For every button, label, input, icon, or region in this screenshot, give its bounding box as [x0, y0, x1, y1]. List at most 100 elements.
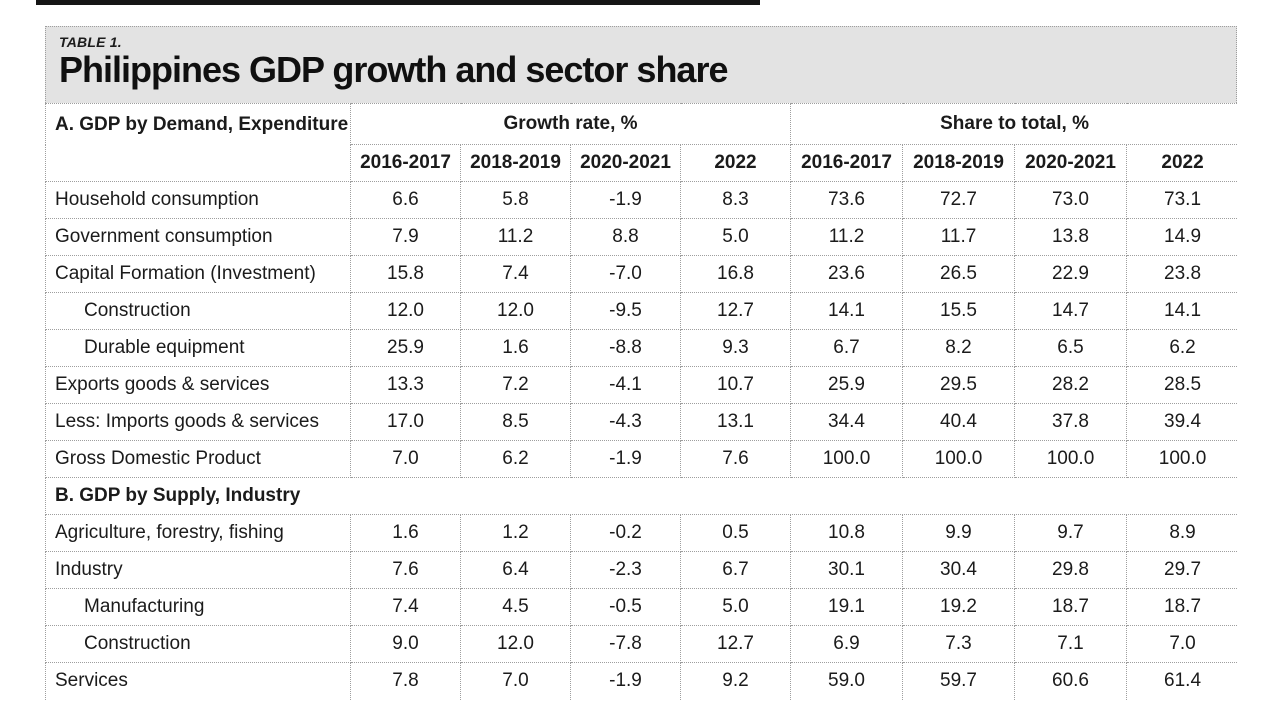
value-cell: -4.1 — [570, 366, 681, 404]
table-row: Durable equipment 25.9 1.6 -8.8 9.3 6.7 8.2 6.5… — [45, 329, 1237, 367]
table-row: Agriculture, forestry, fishing 1.6 1.2 -0.2… — [45, 514, 1237, 552]
value-cell: 19.2 — [902, 588, 1016, 626]
table-row: Capital Formation (Investment) 15.8 7.4 -7.… — [45, 255, 1237, 293]
value-cell: 29.5 — [902, 366, 1016, 404]
value-cell: 12.0 — [460, 292, 571, 330]
value-cell: 1.2 — [460, 514, 571, 552]
row-label-cell: Household consumption — [45, 181, 351, 219]
value-cell: 11.2 — [460, 218, 571, 256]
value-cell: 7.0 — [460, 662, 571, 700]
value-cell: -0.2 — [570, 514, 681, 552]
value-cell: 30.1 — [790, 551, 904, 589]
value-cell: 100.0 — [1014, 440, 1128, 478]
value-cell: 1.6 — [350, 514, 461, 552]
infographic: TABLE 1. Philippines GDP growth and sect… — [45, 26, 1237, 703]
table-row: Less: Imports goods & services 17.0 8.5 -4.… — [45, 403, 1237, 441]
value-cell: 7.1 — [1014, 625, 1128, 663]
value-cell: 61.4 — [1126, 662, 1237, 700]
value-cell: -7.0 — [570, 255, 681, 293]
value-cell: 59.7 — [902, 662, 1016, 700]
year-header-cell: 2018-2019 — [902, 144, 1016, 182]
table-row: Construction 9.0 12.0 -7.8 12.7 6.9 7.3 7.1 7.0 — [45, 625, 1237, 663]
value-cell: 7.4 — [460, 255, 571, 293]
table-row: Services 7.8 7.0 -1.9 9.2 59.0 59.7 60.6 61.4 — [45, 662, 1237, 700]
value-cell: 13.1 — [679, 403, 792, 441]
value-cell: 13.8 — [1014, 218, 1128, 256]
value-cell: 28.5 — [1126, 366, 1237, 404]
value-cell: 6.4 — [460, 551, 571, 589]
value-cell: 13.3 — [350, 366, 461, 404]
value-cell: 8.5 — [460, 403, 571, 441]
value-cell: 9.2 — [679, 662, 792, 700]
value-cell: 6.9 — [790, 625, 904, 663]
row-label-cell: Durable equipment — [45, 329, 351, 367]
table-head: A. GDP by Demand, Expenditure Growth rat… — [45, 103, 1237, 182]
value-cell: 22.9 — [1014, 255, 1128, 293]
value-cell: 7.4 — [350, 588, 461, 626]
value-cell: 60.6 — [1014, 662, 1128, 700]
value-cell: 5.0 — [679, 588, 792, 626]
value-cell: 23.6 — [790, 255, 904, 293]
table-row: Household consumption 6.6 5.8 -1.9 8.3 73.6 72… — [45, 181, 1237, 219]
value-cell: 8.2 — [902, 329, 1016, 367]
value-cell: -2.3 — [570, 551, 681, 589]
top-rule — [36, 0, 760, 5]
value-cell: 4.5 — [460, 588, 571, 626]
table-body: Household consumption 6.6 5.8 -1.9 8.3 73.6 72… — [45, 181, 1237, 700]
value-cell: 12.7 — [679, 292, 792, 330]
value-cell: -8.8 — [570, 329, 681, 367]
year-header-cell: 2018-2019 — [460, 144, 571, 182]
row-label-cell: Manufacturing — [45, 588, 351, 626]
value-cell: 10.8 — [790, 514, 904, 552]
value-cell: 18.7 — [1014, 588, 1128, 626]
value-cell: -0.5 — [570, 588, 681, 626]
value-cell: 9.9 — [902, 514, 1016, 552]
section-header-row: B. GDP by Supply, Industry — [45, 477, 1237, 515]
value-cell: 39.4 — [1126, 403, 1237, 441]
value-cell: 25.9 — [350, 329, 461, 367]
table-row: Gross Domestic Product 7.0 6.2 -1.9 7.6 100.0… — [45, 440, 1237, 478]
value-cell: 14.9 — [1126, 218, 1237, 256]
value-cell: 100.0 — [790, 440, 904, 478]
value-cell: 9.0 — [350, 625, 461, 663]
value-cell: 14.7 — [1014, 292, 1128, 330]
value-cell: -4.3 — [570, 403, 681, 441]
table-kicker: TABLE 1. — [59, 34, 122, 50]
value-cell: 0.5 — [679, 514, 792, 552]
value-cell: 40.4 — [902, 403, 1016, 441]
year-header-cell: 2020-2021 — [570, 144, 681, 182]
row-label-cell: Exports goods & services — [45, 366, 351, 404]
gdp-table: A. GDP by Demand, Expenditure Growth rat… — [45, 103, 1237, 700]
value-cell: 15.5 — [902, 292, 1016, 330]
value-cell: 30.4 — [902, 551, 1016, 589]
value-cell: -7.8 — [570, 625, 681, 663]
value-cell: 19.1 — [790, 588, 904, 626]
value-cell: 29.8 — [1014, 551, 1128, 589]
value-cell: 16.8 — [679, 255, 792, 293]
section-header-cell: B. GDP by Supply, Industry — [45, 477, 1237, 515]
row-header-cell: A. GDP by Demand, Expenditure — [45, 103, 351, 182]
value-cell: -9.5 — [570, 292, 681, 330]
value-cell: 17.0 — [350, 403, 461, 441]
value-cell: 37.8 — [1014, 403, 1128, 441]
row-label-cell: Less: Imports goods & services — [45, 403, 351, 441]
infographic-title: Philippines GDP growth and sector share — [59, 49, 728, 91]
value-cell: 1.6 — [460, 329, 571, 367]
value-cell: 73.0 — [1014, 181, 1128, 219]
value-cell: 10.7 — [679, 366, 792, 404]
row-label-cell: Construction — [45, 625, 351, 663]
value-cell: 28.2 — [1014, 366, 1128, 404]
value-cell: 8.8 — [570, 218, 681, 256]
value-cell: 8.9 — [1126, 514, 1237, 552]
value-cell: 6.7 — [679, 551, 792, 589]
title-band: TABLE 1. Philippines GDP growth and sect… — [45, 26, 1237, 103]
table-row: Industry 7.6 6.4 -2.3 6.7 30.1 30.4 29.8 29.7 — [45, 551, 1237, 589]
value-cell: 7.6 — [679, 440, 792, 478]
value-cell: 6.7 — [790, 329, 904, 367]
value-cell: 59.0 — [790, 662, 904, 700]
value-cell: 8.3 — [679, 181, 792, 219]
value-cell: 9.3 — [679, 329, 792, 367]
column-group-header-share: Share to total, % — [790, 103, 1237, 145]
value-cell: 7.0 — [1126, 625, 1237, 663]
row-label-cell: Industry — [45, 551, 351, 589]
